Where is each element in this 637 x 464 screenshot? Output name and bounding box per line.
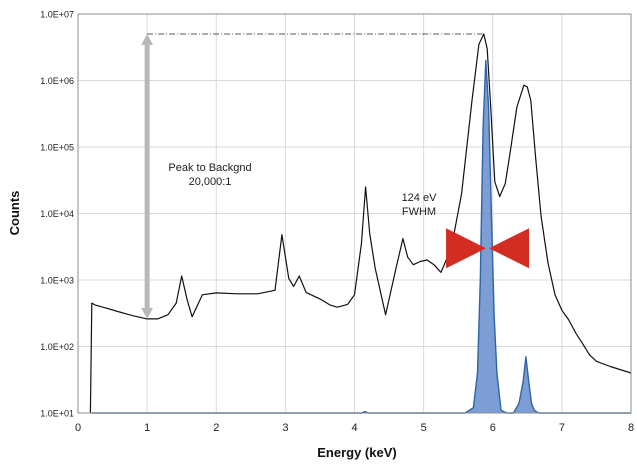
grid-lines — [77, 13, 632, 414]
series-1-line — [91, 59, 631, 414]
x-tick-label: 6 — [490, 422, 496, 434]
peak-to-background-label-line1: Peak to Backgnd — [168, 162, 251, 174]
y-tick-label: 1.0E+03 — [40, 276, 74, 286]
plot-area — [89, 33, 632, 414]
peak-to-background-label-line2: 20,000:1 — [189, 176, 232, 188]
series-0-line — [89, 33, 632, 414]
y-tick-label: 1.0E+01 — [40, 409, 74, 419]
peak-arrow-head-top — [141, 34, 154, 46]
y-tick-label: 1.0E+05 — [40, 143, 74, 153]
y-tick-label: 1.0E+04 — [40, 209, 74, 219]
x-tick-label: 2 — [213, 422, 219, 434]
fwhm-label-line2: FWHM — [402, 206, 436, 218]
x-tick-label: 8 — [628, 422, 634, 434]
x-tick-label: 7 — [559, 422, 565, 434]
y-tick-label: 1.0E+07 — [40, 10, 74, 20]
fwhm-label-line1: 124 eV — [402, 192, 438, 204]
x-tick-label: 4 — [351, 422, 357, 434]
y-axis-label: Counts — [7, 191, 22, 236]
plot-frame — [77, 13, 632, 414]
x-axis-label: Energy (keV) — [317, 445, 396, 460]
x-tick-label: 3 — [282, 422, 288, 434]
y-tick-label: 1.0E+02 — [40, 342, 74, 352]
annotations: Peak to Backgnd 20,000:1 124 eV FWHM — [141, 33, 530, 319]
axes: 0 1 2 3 4 5 6 7 8 1.0E+01 1.0E+02 1.0E+03 1.0E+04 1.0… — [40, 10, 634, 435]
y-tick-label: 1.0E+06 — [40, 76, 74, 86]
x-tick-label: 5 — [421, 422, 427, 434]
peak-arrow-head-bottom — [141, 307, 154, 319]
x-tick-label: 0 — [75, 422, 81, 434]
x-tick-label: 1 — [144, 422, 150, 434]
